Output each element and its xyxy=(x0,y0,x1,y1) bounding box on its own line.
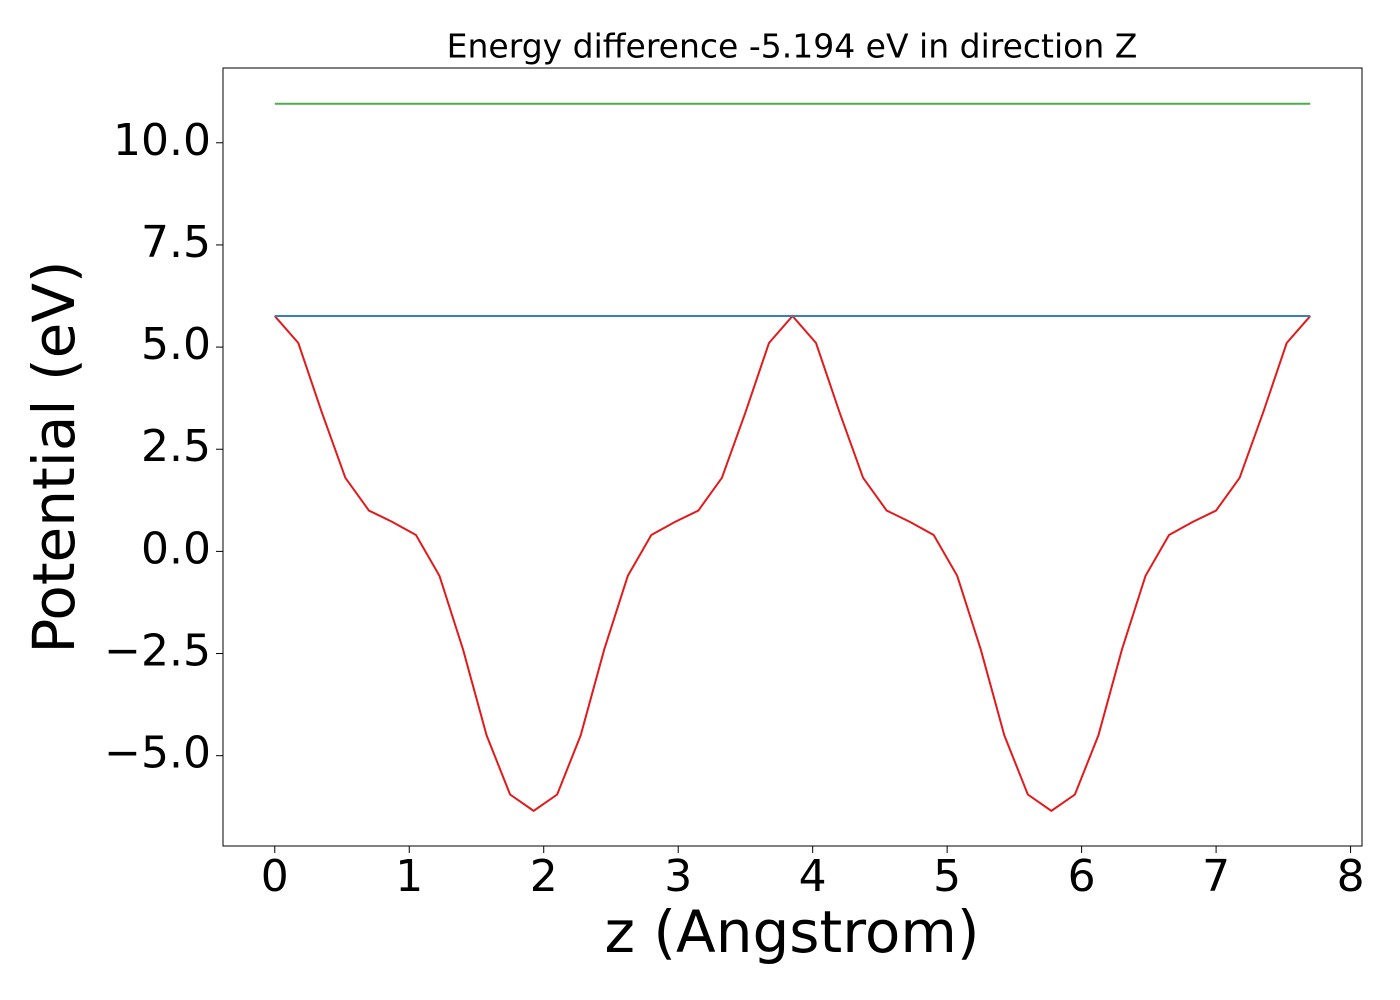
x-tick-label: 1 xyxy=(395,851,423,902)
x-tick-label: 8 xyxy=(1337,851,1365,902)
y-tick-label: 10.0 xyxy=(113,115,211,166)
y-tick-label: −5.0 xyxy=(104,728,211,779)
x-axis-label: z (Angstrom) xyxy=(605,898,980,966)
y-tick-label: 5.0 xyxy=(141,319,211,370)
y-tick-label: 7.5 xyxy=(141,217,211,268)
chart-title: Energy difference -5.194 eV in direction… xyxy=(447,27,1138,66)
x-tick-label: 3 xyxy=(664,851,692,902)
x-tick-label: 4 xyxy=(799,851,827,902)
y-tick-label: −2.5 xyxy=(104,626,211,677)
x-tick-label: 7 xyxy=(1202,851,1230,902)
series-line xyxy=(274,314,1311,813)
x-tick-label: 6 xyxy=(1068,851,1096,902)
y-tick-label: 2.5 xyxy=(141,421,211,472)
y-tick-label: 0.0 xyxy=(141,523,211,574)
x-tick-label: 0 xyxy=(261,851,289,902)
plot-frame xyxy=(222,67,1363,847)
x-tick-label: 5 xyxy=(933,851,961,902)
x-tick-label: 2 xyxy=(530,851,558,902)
y-axis-label: Potential (eV) xyxy=(20,260,88,653)
